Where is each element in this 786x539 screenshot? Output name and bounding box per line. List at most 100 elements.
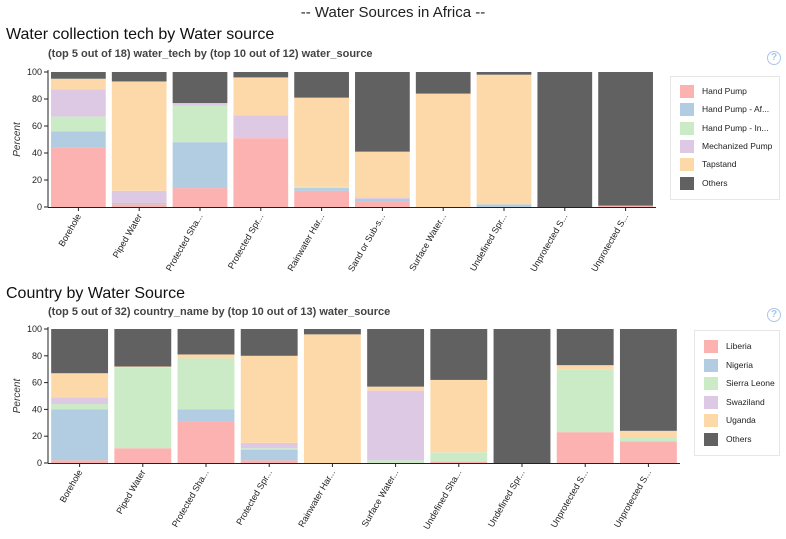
bar-segment[interactable] [619,441,677,463]
bar-segment[interactable] [240,449,298,461]
chart1-help-icon[interactable]: ? [767,51,781,65]
bar-segment[interactable] [114,366,172,368]
bar-segment[interactable] [556,369,614,433]
bar-segment[interactable] [355,201,410,207]
bar-segment[interactable] [240,329,298,356]
chart1-legend-item[interactable]: Others [680,176,728,190]
bar-segment[interactable] [51,78,106,90]
chart2-legend-item[interactable]: Sierra Leone [704,376,775,390]
bar-segment[interactable] [51,409,109,461]
bar-segment[interactable] [367,390,425,461]
bar-segment[interactable] [430,452,488,462]
y-tick-label: 60 [32,121,42,131]
bar-segment[interactable] [51,72,106,79]
bar-segment[interactable] [294,97,349,187]
bar-segment[interactable] [51,373,109,398]
chart2-help-icon[interactable]: ? [767,308,781,322]
bar-segment[interactable] [415,93,471,207]
bar-segment[interactable] [240,448,298,450]
chart1-legend-item[interactable]: Hand Pump - In... [680,121,769,135]
bar-segment[interactable] [240,460,298,463]
bar-segment[interactable] [415,72,471,94]
bar-segment[interactable] [51,404,109,410]
bar-segment[interactable] [556,365,614,370]
bar-segment[interactable] [114,367,172,449]
bar-segment[interactable] [177,329,235,355]
bar-segment[interactable] [51,460,109,463]
bar-segment[interactable] [598,205,653,207]
chart2-legend-item[interactable]: Uganda [704,413,756,427]
chart1-legend-item[interactable]: Hand Pump [680,84,747,98]
bar-segment[interactable] [177,409,235,422]
bar-segment[interactable] [303,329,361,335]
bar-segment[interactable] [172,188,228,207]
chart1-legend-item[interactable]: Hand Pump - Af... [680,102,769,116]
legend-swatch [704,413,718,427]
chart1-legend-item[interactable]: Mechanized Pump [680,139,772,153]
bar-segment[interactable] [556,329,614,366]
bar-segment[interactable] [51,89,106,117]
bar-segment[interactable] [111,202,167,205]
bar-segment[interactable] [51,116,106,132]
bar-segment[interactable] [233,115,289,139]
bar-segment[interactable] [240,442,298,449]
bar-segment[interactable] [476,74,532,205]
bar-segment[interactable] [111,72,167,82]
y-tick-label: 0 [37,202,42,212]
bar-segment[interactable] [476,204,532,207]
chart2-legend-item[interactable]: Liberia [704,339,752,353]
chart2-subtitle: (top 5 out of 32) country_name by (top 1… [48,306,391,318]
bar-segment[interactable] [367,386,425,391]
bar-segment[interactable] [493,329,551,463]
bar-segment[interactable] [556,432,614,463]
bar-segment[interactable] [51,131,106,148]
bar-segment[interactable] [233,77,289,116]
bar-segment[interactable] [177,358,235,410]
bar-segment[interactable] [172,142,228,189]
bar-segment[interactable] [619,329,677,431]
bar-segment[interactable] [430,329,488,380]
bar-segment[interactable] [476,72,532,75]
bar-segment[interactable] [537,72,593,207]
bar-segment[interactable] [430,461,488,463]
bar-segment[interactable] [172,72,228,104]
bar-segment[interactable] [172,103,228,106]
bar-segment[interactable] [294,190,349,207]
bar-segment[interactable] [51,147,106,207]
y-tick-label: 0 [37,458,42,468]
bar-segment[interactable] [177,354,235,359]
legend-label: Hand Pump - In... [702,123,769,133]
bar-segment[interactable] [177,421,235,463]
bar-segment[interactable] [51,397,109,405]
bar-segment[interactable] [619,437,677,442]
bar-segment[interactable] [114,448,172,463]
bar-segment[interactable] [430,379,488,453]
chart2-legend-item[interactable]: Swaziland [704,395,765,409]
bar-segment[interactable] [111,204,167,207]
bar-segment[interactable] [294,72,349,98]
bar-segment[interactable] [355,151,410,198]
bar-segment[interactable] [355,72,410,152]
bar-segment[interactable] [367,460,425,463]
chart2-legend-item[interactable]: Nigeria [704,358,753,372]
bar-segment[interactable] [240,355,298,443]
bar-segment[interactable] [51,329,109,374]
bar-segment[interactable] [233,72,289,78]
bar-segment[interactable] [294,186,349,189]
bar-segment[interactable] [233,138,289,207]
bar-segment[interactable] [303,334,361,463]
bar-segment[interactable] [355,198,410,202]
bar-segment[interactable] [294,188,349,191]
bar-segment[interactable] [111,190,167,203]
chart1-legend: Hand Pump Hand Pump - Af... Hand Pump - … [670,76,780,200]
chart1-legend-item[interactable]: Tapstand [680,157,737,171]
bar-segment[interactable] [619,430,677,438]
y-tick-label: 60 [32,378,42,388]
bar-segment[interactable] [111,81,167,191]
bar-segment[interactable] [367,329,425,387]
bar-segment[interactable] [598,72,653,206]
bar-segment[interactable] [114,329,172,367]
chart2-legend-item[interactable]: Others [704,432,752,446]
bar-segment[interactable] [355,197,410,199]
bar-segment[interactable] [172,105,228,143]
